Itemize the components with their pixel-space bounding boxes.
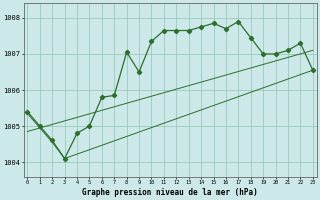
X-axis label: Graphe pression niveau de la mer (hPa): Graphe pression niveau de la mer (hPa) — [82, 188, 258, 197]
